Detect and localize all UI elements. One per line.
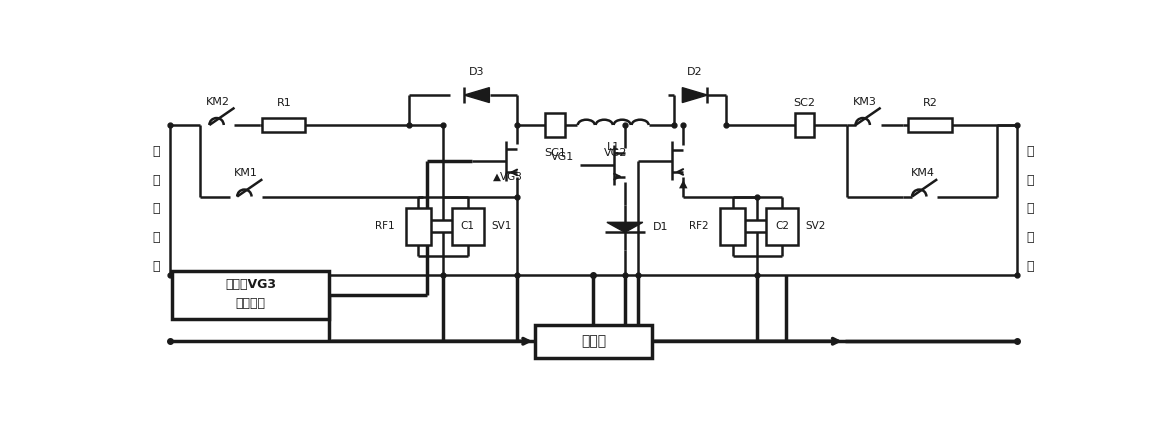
Text: C2: C2 [775, 222, 789, 232]
Bar [765, 208, 798, 245]
Text: KM4: KM4 [911, 168, 935, 178]
Text: 容: 容 [153, 231, 160, 244]
Bar [535, 324, 652, 358]
Text: D2: D2 [687, 67, 703, 77]
Text: VG2: VG2 [604, 148, 628, 158]
Text: 侧: 侧 [153, 260, 160, 273]
Text: 侧: 侧 [1027, 260, 1034, 273]
Text: 直: 直 [1027, 145, 1034, 158]
Bar [452, 208, 484, 245]
Text: 母: 母 [1027, 202, 1034, 215]
Text: VG1: VG1 [550, 152, 573, 162]
Text: 线: 线 [1027, 231, 1034, 244]
Text: R2: R2 [923, 98, 938, 108]
Text: KM1: KM1 [234, 168, 258, 178]
Text: 控制回路: 控制回路 [235, 298, 265, 311]
Text: ▲: ▲ [679, 178, 688, 188]
Text: C1: C1 [461, 222, 475, 232]
Bar [263, 118, 306, 132]
Text: L1: L1 [607, 142, 620, 152]
Bar [720, 208, 745, 245]
Bar [794, 113, 814, 137]
Text: SV2: SV2 [806, 222, 826, 232]
Text: ▲VG3: ▲VG3 [493, 172, 523, 181]
Text: KM2: KM2 [206, 97, 230, 107]
Bar [909, 118, 952, 132]
Text: SC2: SC2 [793, 98, 815, 108]
Text: R1: R1 [277, 98, 291, 108]
Polygon shape [682, 88, 708, 102]
Text: SV1: SV1 [492, 222, 512, 232]
Text: SC1: SC1 [544, 149, 566, 159]
Text: 电: 电 [153, 202, 160, 215]
Bar [406, 208, 431, 245]
Text: 流: 流 [1027, 174, 1034, 187]
Polygon shape [464, 88, 490, 102]
Text: D1: D1 [653, 222, 668, 232]
Text: RF2: RF2 [689, 222, 709, 232]
Bar [173, 270, 329, 319]
Text: D3: D3 [469, 67, 484, 77]
Text: 级: 级 [153, 174, 160, 187]
Text: 开关管VG3: 开关管VG3 [225, 277, 276, 291]
Text: 超: 超 [153, 145, 160, 158]
Text: 控制器: 控制器 [581, 334, 606, 348]
Text: RF1: RF1 [374, 222, 394, 232]
Text: KM3: KM3 [852, 97, 877, 107]
Polygon shape [607, 222, 643, 232]
Bar [545, 113, 565, 137]
